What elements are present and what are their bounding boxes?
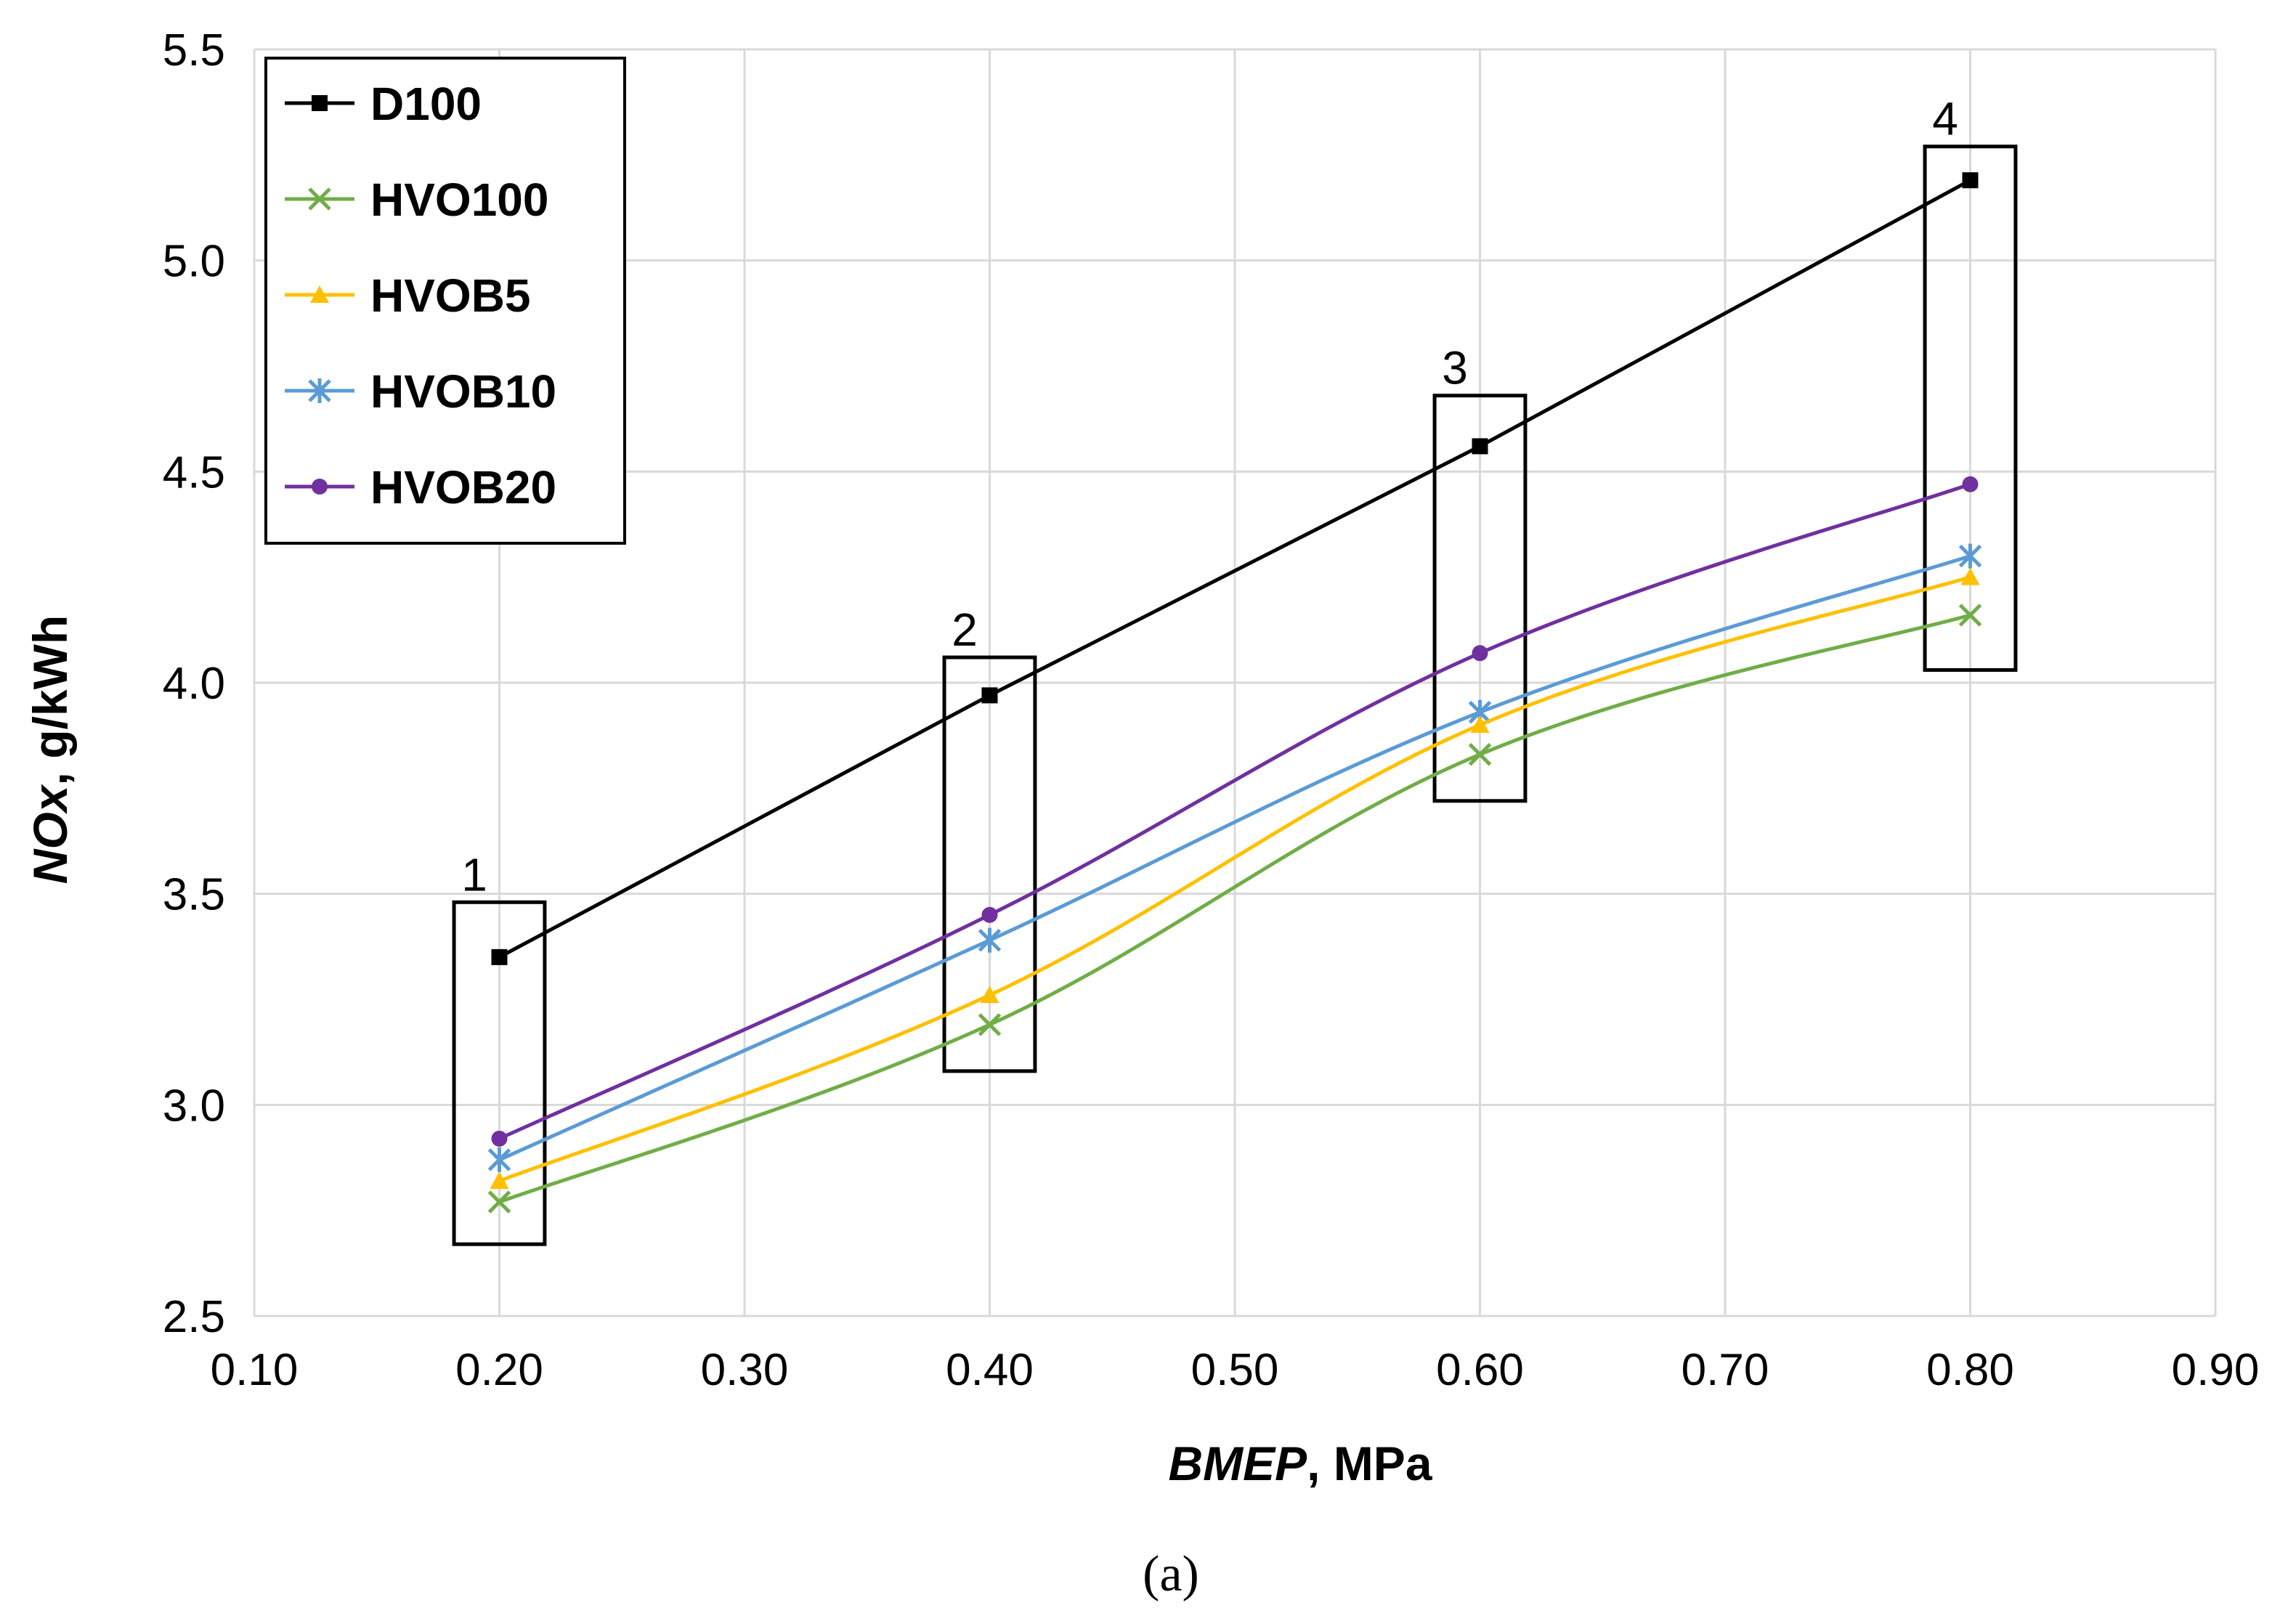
series-hvob5 bbox=[490, 567, 1980, 1189]
x-tick-label: 0.20 bbox=[455, 1345, 543, 1395]
y-tick-label: 4.5 bbox=[163, 447, 225, 497]
annotation-box-1 bbox=[452, 900, 547, 1246]
legend-label-hvob10: HVOB10 bbox=[370, 365, 556, 418]
point-hvob20-2 bbox=[981, 906, 998, 923]
y-tick-label: 4.0 bbox=[163, 659, 225, 709]
legend: D100 HVO100 HVOB5 HVOB10 HVOB20 bbox=[264, 57, 626, 545]
legend-label-hvob20: HVOB20 bbox=[370, 461, 556, 513]
annotation-box-3 bbox=[1432, 394, 1528, 803]
annotation-label-3: 3 bbox=[1442, 342, 1468, 394]
y-tick-label: 2.5 bbox=[163, 1292, 225, 1342]
y-tick-label: 3.0 bbox=[163, 1081, 225, 1131]
point-hvob10-1 bbox=[487, 1147, 511, 1172]
x-tick-label: 0.60 bbox=[1436, 1345, 1524, 1395]
tick-labels: 0.10 0.20 0.30 0.40 0.50 0.60 0.70 0.80 0.90 2.5 3… bbox=[163, 25, 2260, 1395]
annotation-label-1: 1 bbox=[461, 848, 487, 901]
y-tick-label: 5.0 bbox=[163, 237, 225, 287]
y-tick-label: 3.5 bbox=[163, 870, 225, 920]
point-hvob10-2 bbox=[978, 927, 1002, 953]
series-line-hvob20 bbox=[498, 482, 1971, 1141]
legend-marker-hvob10 bbox=[308, 378, 331, 403]
annotation-box-2 bbox=[942, 655, 1037, 1073]
legend-label-hvo100: HVO100 bbox=[370, 174, 548, 226]
point-hvob5-3 bbox=[1470, 715, 1490, 734]
series-line-hvo100 bbox=[498, 613, 1971, 1204]
figure-caption: (a) bbox=[1143, 1546, 1199, 1602]
legend-marker-hvob20 bbox=[312, 479, 328, 495]
x-tick-label: 0.70 bbox=[1682, 1345, 1769, 1395]
point-hvob20-4 bbox=[1962, 476, 1979, 492]
x-tick-label: 0.10 bbox=[211, 1345, 299, 1395]
series-line-hvob10 bbox=[498, 554, 1971, 1162]
series-line-hvob5 bbox=[498, 575, 1971, 1183]
x-tick-label: 0.50 bbox=[1191, 1345, 1279, 1395]
series-hvob20 bbox=[491, 476, 1979, 1147]
legend-label-hvob5: HVOB5 bbox=[370, 269, 531, 322]
legend-marker-d100 bbox=[312, 95, 328, 111]
gridlines bbox=[253, 48, 2217, 1317]
point-hvob20-3 bbox=[1472, 645, 1488, 662]
point-hvo100-2 bbox=[978, 1013, 1002, 1036]
series-line-d100 bbox=[498, 179, 1971, 959]
point-hvob20-1 bbox=[491, 1130, 508, 1147]
x-axis-title: BMEP, MPa bbox=[1168, 1437, 1432, 1490]
series-hvo100 bbox=[487, 604, 1982, 1214]
annotation-label-4: 4 bbox=[1932, 93, 1958, 145]
y-tick-label: 5.5 bbox=[163, 25, 225, 76]
x-tick-label: 0.80 bbox=[1926, 1345, 2014, 1395]
annotation-boxes: 1 2 3 4 bbox=[452, 93, 2018, 1246]
point-d100-1 bbox=[491, 948, 508, 965]
annotation-label-2: 2 bbox=[952, 604, 978, 656]
legend-label-d100: D100 bbox=[370, 78, 482, 130]
series-lines bbox=[487, 172, 1982, 1214]
series-hvob10 bbox=[487, 543, 1982, 1172]
y-axis-title: NOx, g/kWh bbox=[23, 615, 77, 884]
legend-marker-hvob5 bbox=[310, 285, 329, 303]
point-d100-2 bbox=[981, 687, 998, 704]
point-hvo100-1 bbox=[487, 1190, 511, 1214]
x-tick-label: 0.40 bbox=[946, 1345, 1034, 1395]
x-tick-label: 0.30 bbox=[701, 1345, 789, 1395]
point-hvob5-1 bbox=[490, 1171, 509, 1189]
point-hvob5-4 bbox=[1960, 567, 1980, 585]
legend-marker-hvo100 bbox=[308, 187, 331, 211]
point-hvo100-4 bbox=[1958, 604, 1982, 627]
point-d100-3 bbox=[1472, 438, 1488, 455]
annotation-box-4 bbox=[1923, 145, 2018, 673]
point-d100-4 bbox=[1962, 172, 1979, 189]
x-tick-label: 0.90 bbox=[2172, 1345, 2260, 1395]
series-d100 bbox=[491, 172, 1979, 965]
point-hvo100-3 bbox=[1468, 743, 1492, 766]
point-hvob10-4 bbox=[1958, 543, 1982, 569]
point-hvob5-2 bbox=[980, 986, 999, 1004]
